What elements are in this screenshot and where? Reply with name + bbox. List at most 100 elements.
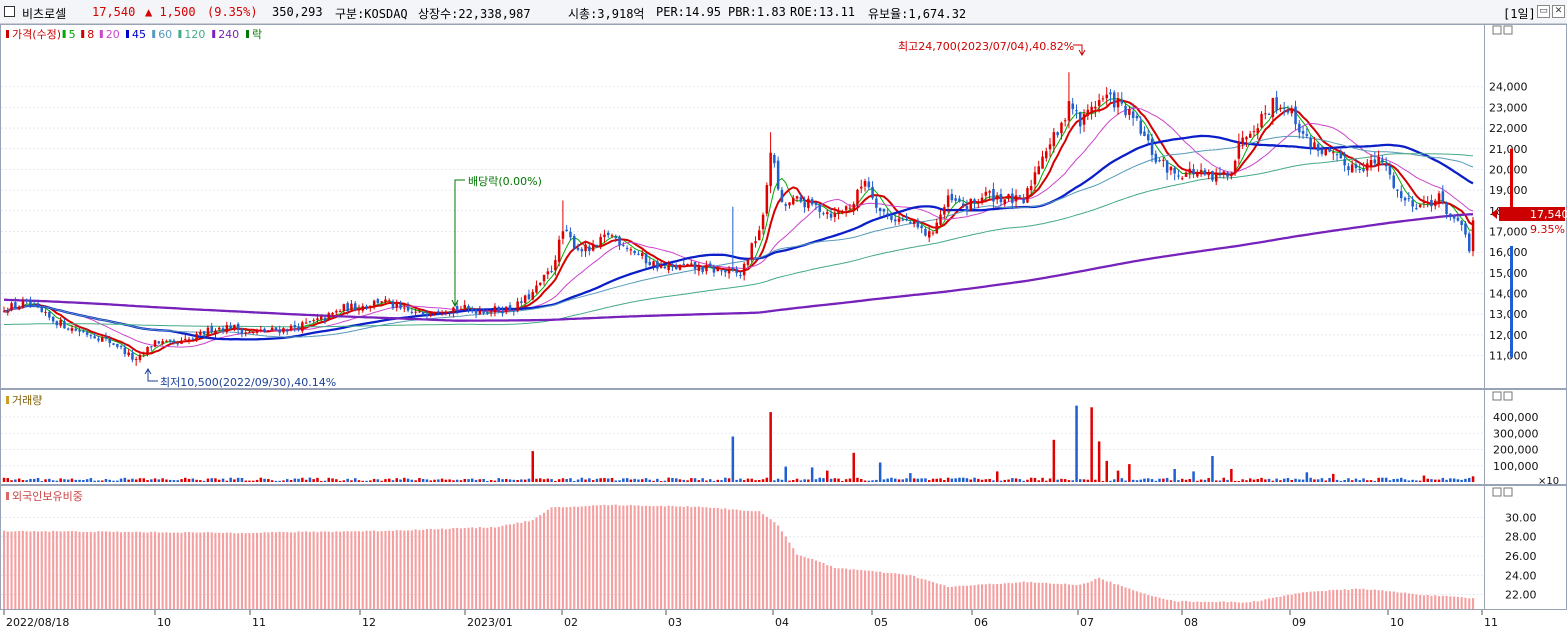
candle-body bbox=[1418, 204, 1422, 207]
volume-bar bbox=[833, 478, 837, 482]
candle-body bbox=[286, 329, 289, 332]
candle-body bbox=[897, 218, 901, 222]
volume-bar bbox=[580, 477, 584, 482]
period-selector[interactable]: [1일] bbox=[1503, 7, 1536, 21]
volume-bar bbox=[131, 478, 134, 482]
foreign-ownership-bar bbox=[1419, 595, 1422, 609]
candle-body bbox=[1082, 113, 1086, 125]
candle-body bbox=[739, 274, 742, 276]
volume-bar bbox=[897, 479, 901, 482]
volume-bar bbox=[633, 478, 636, 482]
volume-bar bbox=[999, 480, 1003, 482]
foreign-ownership-bar bbox=[316, 532, 319, 609]
volume-bar bbox=[252, 480, 255, 482]
foreign-ownership-bar bbox=[297, 531, 300, 609]
x-axis-label: 05 bbox=[874, 616, 888, 629]
volume-bar bbox=[561, 478, 565, 482]
volume-bar bbox=[116, 480, 119, 482]
foreign-ownership-bar bbox=[550, 507, 553, 609]
foreign-ownership-bar bbox=[346, 531, 349, 609]
volume-bar bbox=[1218, 480, 1222, 482]
candle-body bbox=[709, 263, 712, 267]
foreign-ownership-bar bbox=[565, 507, 568, 609]
candle-body bbox=[1203, 170, 1207, 175]
candle-body bbox=[63, 321, 66, 329]
candle-body bbox=[671, 264, 674, 267]
candle-body bbox=[656, 261, 659, 269]
candle-body bbox=[573, 236, 576, 249]
volume-bar bbox=[512, 479, 516, 482]
foreign-ownership-bar bbox=[1173, 601, 1176, 609]
volume-bar bbox=[1426, 478, 1429, 482]
foreign-ownership-bar bbox=[1396, 592, 1399, 609]
foreign-ownership-bar bbox=[475, 528, 478, 609]
close-icon[interactable]: ✕ bbox=[1552, 5, 1565, 18]
foreign-ownership-bar bbox=[1022, 581, 1025, 609]
foreign-ownership-bar bbox=[1215, 602, 1218, 609]
volume-bar bbox=[463, 479, 466, 482]
volume-bar bbox=[686, 480, 689, 482]
foreign-panel-min-icon[interactable] bbox=[1492, 487, 1502, 497]
foreign-ownership-bar bbox=[229, 532, 232, 609]
foreign-panel-close-icon[interactable] bbox=[1503, 487, 1513, 497]
volume-bar bbox=[852, 452, 855, 483]
stock-chart[interactable]: 가격(수정) 5 8 20 45 60 120 240 락 거래량 ×10 외국인보유비중 11… bbox=[0, 24, 1567, 630]
restore-icon[interactable]: ▭ bbox=[1537, 5, 1550, 18]
foreign-ownership-bar bbox=[678, 506, 681, 609]
foreign-tick-label: 30.00 bbox=[1505, 511, 1537, 524]
foreign-ownership-bar bbox=[845, 568, 848, 609]
foreign-ownership-bar bbox=[380, 531, 383, 609]
candle-body bbox=[1086, 109, 1090, 116]
candle-body bbox=[199, 331, 202, 335]
foreign-ownership-bar bbox=[637, 505, 640, 609]
foreign-ownership-bar bbox=[244, 533, 247, 609]
foreign-ownership-bar bbox=[384, 531, 387, 609]
candle-body bbox=[988, 191, 991, 193]
candle-body bbox=[1128, 109, 1131, 115]
candle-body bbox=[240, 328, 244, 334]
volume-bar bbox=[184, 477, 187, 482]
volume-bar bbox=[418, 478, 421, 482]
price-panel-close-icon[interactable] bbox=[1503, 25, 1513, 35]
candle-body bbox=[1199, 169, 1203, 172]
candle-body bbox=[1286, 110, 1290, 113]
candle-body bbox=[1422, 202, 1426, 204]
volume-bar bbox=[690, 478, 693, 482]
volume-bar bbox=[761, 479, 765, 482]
foreign-ownership-bar bbox=[1109, 581, 1112, 609]
candle-body bbox=[1328, 148, 1331, 152]
foreign-ownership-bar bbox=[954, 586, 957, 609]
volume-panel-close-icon[interactable] bbox=[1503, 391, 1513, 401]
foreign-ownership-bar bbox=[478, 527, 481, 609]
foreign-ownership-bar bbox=[622, 505, 625, 609]
candle-body bbox=[659, 265, 663, 268]
volume-bar bbox=[17, 478, 21, 482]
current-price: 17,540 bbox=[92, 5, 136, 19]
x-axis-label: 11 bbox=[1484, 616, 1498, 629]
candle-body bbox=[1184, 172, 1188, 177]
foreign-ownership-bar bbox=[814, 560, 817, 609]
volume-bar bbox=[312, 479, 315, 482]
foreign-tick-label: 24.00 bbox=[1505, 569, 1537, 582]
volume-panel-frame bbox=[0, 389, 1567, 485]
foreign-ownership-bar bbox=[414, 529, 417, 609]
candle-body bbox=[195, 333, 198, 339]
foreign-ownership-bar bbox=[969, 585, 972, 609]
volume-bar bbox=[320, 480, 323, 482]
candle-body bbox=[327, 313, 330, 320]
volume-bar bbox=[1256, 479, 1259, 482]
price-panel-min-icon[interactable] bbox=[1492, 25, 1502, 35]
volume-bar bbox=[1177, 480, 1180, 482]
foreign-ownership-bar bbox=[611, 505, 614, 609]
volume-bar bbox=[97, 480, 100, 482]
volume-bar bbox=[172, 480, 176, 482]
volume-bar bbox=[384, 479, 387, 482]
candle-body bbox=[1252, 131, 1256, 133]
select-checkbox[interactable] bbox=[4, 6, 15, 17]
foreign-ownership-bar bbox=[97, 531, 100, 609]
volume-panel-min-icon[interactable] bbox=[1492, 391, 1502, 401]
candle-body bbox=[595, 244, 599, 246]
candle-body bbox=[1384, 164, 1388, 167]
candle-body bbox=[191, 338, 195, 340]
x-axis-label: 08 bbox=[1184, 616, 1198, 629]
